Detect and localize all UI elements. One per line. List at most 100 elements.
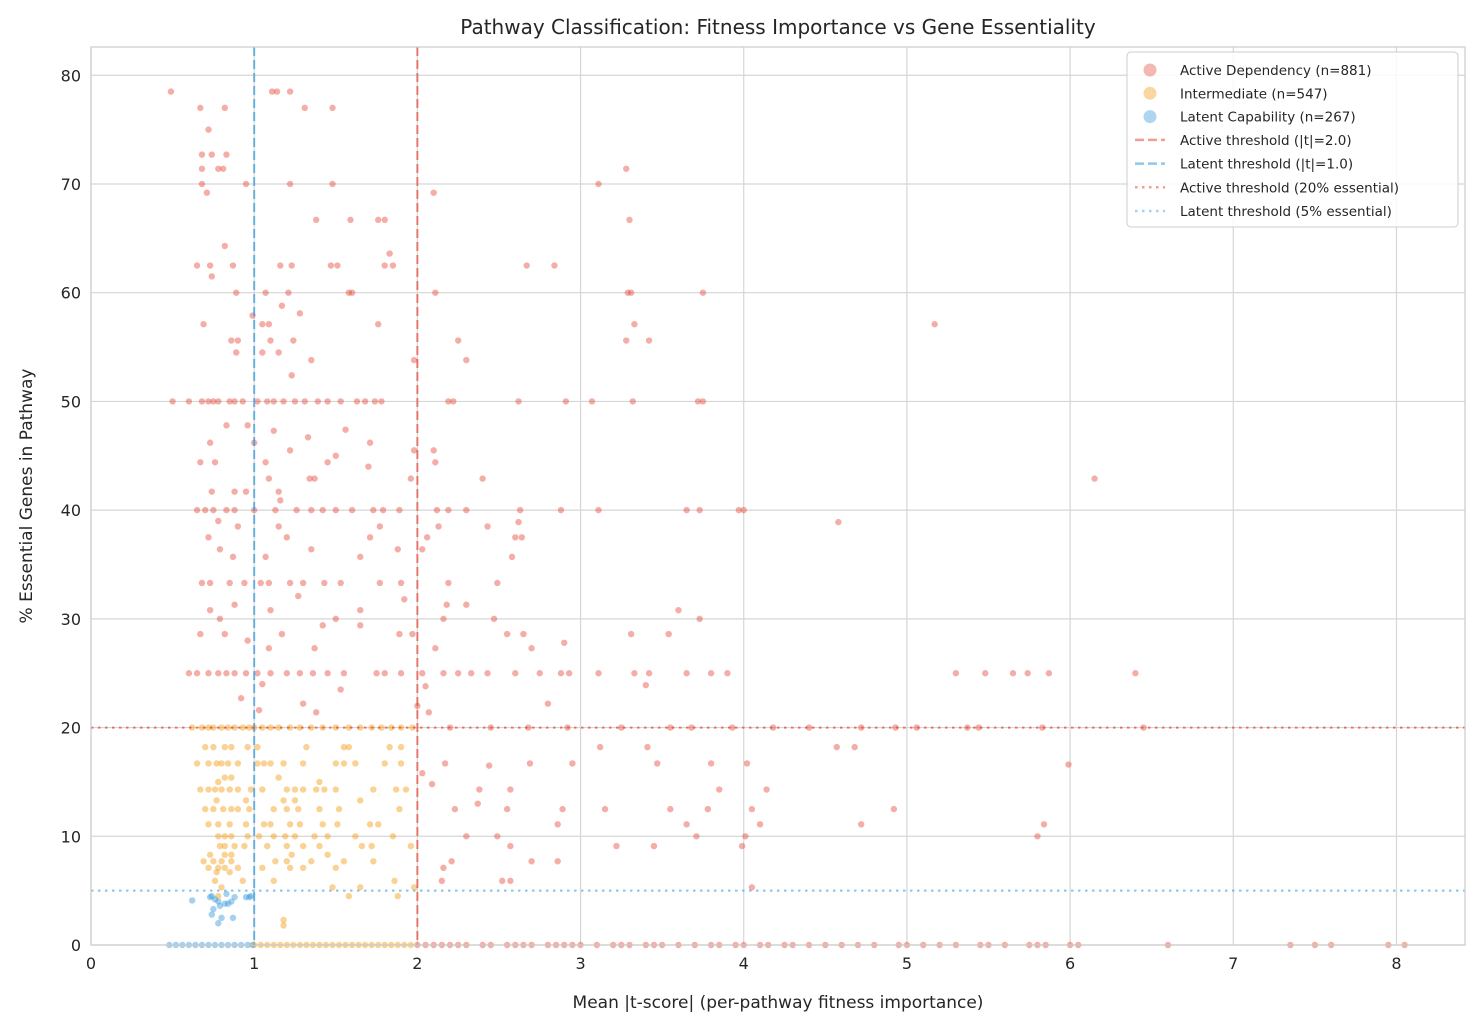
- data-point: [623, 165, 630, 172]
- data-point: [211, 786, 219, 793]
- data-point: [952, 670, 960, 677]
- data-point: [890, 805, 898, 813]
- data-point: [332, 864, 339, 872]
- data-point: [833, 743, 840, 751]
- data-point: [370, 858, 377, 865]
- data-point: [631, 670, 638, 677]
- data-point: [438, 877, 446, 885]
- data-point: [275, 774, 282, 781]
- data-point: [1039, 724, 1046, 731]
- data-point: [223, 670, 230, 677]
- data-point: [419, 770, 426, 777]
- data-point: [206, 893, 214, 901]
- data-point: [748, 805, 756, 813]
- data-point: [205, 760, 212, 767]
- legend-label: Active threshold (20% essential): [1180, 180, 1399, 196]
- data-point: [448, 858, 455, 865]
- data-point: [193, 506, 201, 514]
- data-point: [270, 427, 277, 434]
- data-point: [740, 506, 747, 514]
- data-point: [554, 858, 561, 865]
- data-point: [262, 459, 269, 466]
- data-point: [391, 877, 398, 885]
- data-point: [340, 670, 348, 677]
- data-point: [268, 88, 276, 95]
- data-point: [277, 262, 284, 269]
- data-point: [210, 743, 217, 751]
- data-point: [337, 579, 344, 587]
- data-point: [202, 805, 209, 813]
- data-point: [259, 786, 266, 793]
- data-point: [407, 842, 415, 850]
- data-point: [707, 670, 715, 677]
- data-point: [337, 686, 344, 693]
- data-point: [231, 601, 238, 608]
- data-point: [1091, 475, 1098, 482]
- data-point: [650, 842, 658, 850]
- data-point: [228, 898, 235, 905]
- data-point: [291, 833, 299, 840]
- data-point: [299, 786, 307, 793]
- data-point: [334, 821, 341, 828]
- data-point: [301, 398, 308, 405]
- data-point: [293, 506, 300, 514]
- data-point: [283, 534, 291, 541]
- data-point: [688, 724, 695, 731]
- data-point: [198, 398, 206, 405]
- data-point: [463, 833, 470, 840]
- data-point: [1065, 761, 1072, 768]
- data-point: [342, 426, 349, 433]
- data-point: [595, 180, 602, 188]
- data-point: [239, 398, 246, 405]
- data-point: [244, 637, 251, 644]
- data-point: [210, 506, 217, 514]
- legend-label: Latent threshold (|t|=1.0): [1180, 157, 1353, 173]
- data-point: [557, 670, 565, 677]
- data-point: [402, 786, 410, 793]
- data-point: [215, 864, 222, 872]
- data-point: [216, 902, 224, 910]
- data-point: [242, 670, 250, 677]
- data-point: [221, 851, 229, 858]
- data-point: [228, 337, 235, 344]
- data-point: [340, 743, 348, 751]
- data-point: [265, 321, 273, 328]
- data-point: [324, 670, 331, 677]
- data-point: [561, 639, 568, 646]
- data-point: [237, 695, 245, 702]
- data-point: [246, 724, 253, 731]
- data-point: [244, 833, 251, 840]
- data-point: [601, 805, 609, 813]
- data-point: [221, 743, 229, 751]
- data-point: [193, 760, 201, 767]
- y-tick-label: 60: [61, 284, 81, 303]
- data-point: [347, 216, 354, 224]
- data-point: [299, 760, 307, 767]
- data-point: [1040, 821, 1048, 828]
- data-point: [332, 760, 339, 767]
- data-point: [357, 724, 364, 731]
- data-point: [242, 821, 250, 828]
- data-point: [283, 842, 291, 850]
- data-point: [291, 398, 299, 405]
- data-point: [329, 180, 336, 188]
- data-point: [233, 289, 240, 296]
- data-point: [216, 842, 224, 850]
- data-point: [264, 398, 271, 405]
- data-point: [242, 180, 250, 188]
- data-point: [169, 398, 176, 405]
- data-point: [357, 606, 364, 614]
- data-point: [296, 310, 304, 317]
- data-point: [375, 216, 382, 224]
- data-point: [228, 858, 235, 865]
- data-point: [188, 897, 196, 904]
- data-point: [410, 447, 418, 454]
- data-point: [299, 842, 307, 850]
- data-point: [627, 289, 635, 296]
- data-point: [675, 606, 682, 614]
- data-point: [228, 805, 235, 813]
- data-point: [213, 868, 220, 876]
- data-point: [231, 398, 238, 405]
- data-point: [366, 821, 374, 828]
- data-point: [234, 523, 242, 530]
